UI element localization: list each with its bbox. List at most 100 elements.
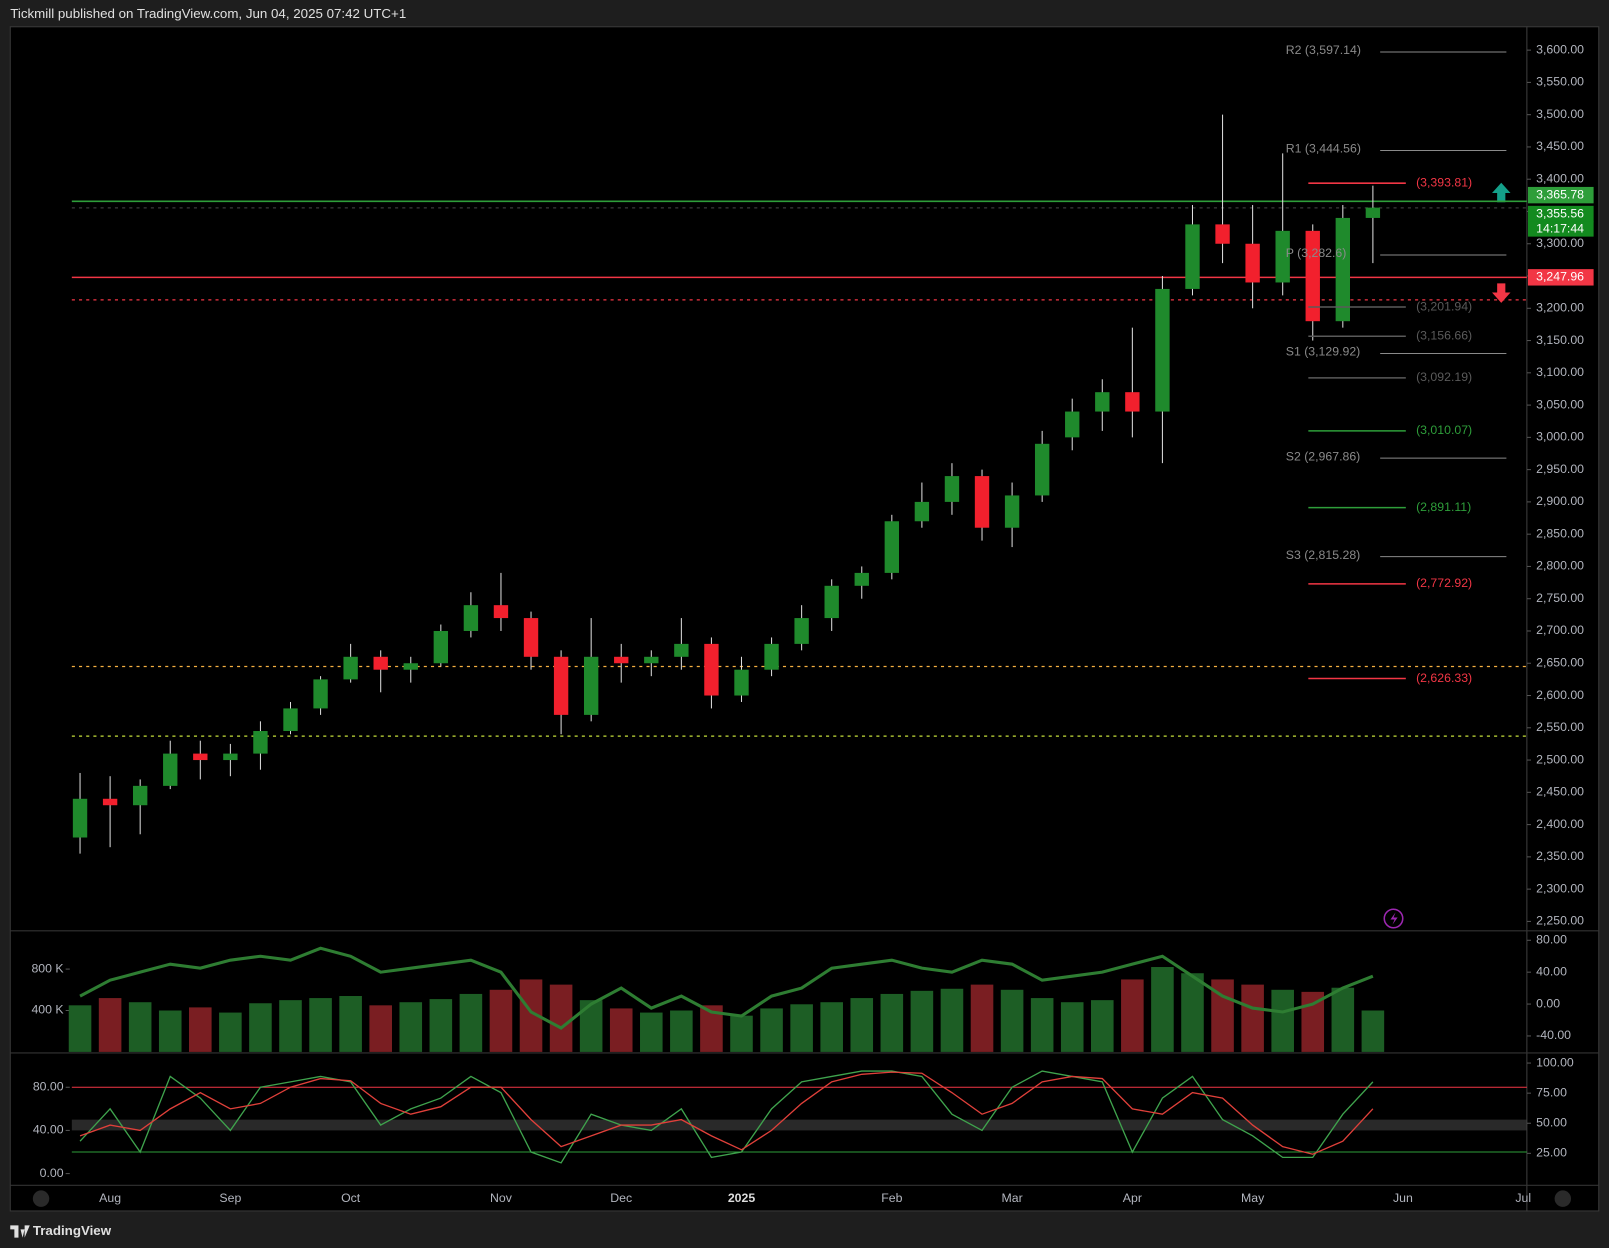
- candle-body: [1095, 392, 1110, 412]
- logo: TradingView: [10, 1223, 112, 1238]
- candle-body: [1004, 495, 1020, 528]
- volume-bar: [1181, 973, 1204, 1052]
- y-tick-label: 80.00: [33, 1080, 64, 1094]
- countdown-tag: [1527, 221, 1594, 237]
- y-tick-label: 2,300.00: [1536, 881, 1584, 895]
- pivot-label: P (3,282.6): [1286, 246, 1347, 260]
- volume-bar: [339, 996, 362, 1052]
- volume-bar: [399, 1002, 423, 1052]
- volume-bar: [850, 998, 874, 1052]
- volume-bar: [1121, 979, 1144, 1052]
- y2-tick-label: 25.00: [1536, 1146, 1567, 1160]
- volume-bar: [790, 1004, 813, 1052]
- candle-body: [433, 630, 449, 664]
- price-tag-label: 3,355.56: [1536, 206, 1584, 220]
- logo-mark: [10, 1225, 30, 1238]
- series-line: [79, 1071, 1374, 1155]
- y-tick-label: 2,850.00: [1536, 526, 1584, 540]
- volume-bar: [1361, 1010, 1385, 1052]
- y-tick-label: 2,250.00: [1536, 914, 1584, 928]
- y-tick-label: 3,050.00: [1536, 397, 1584, 411]
- candle-body: [914, 501, 930, 522]
- x-tick-label: Aug: [99, 1191, 121, 1205]
- price-tag: [1527, 269, 1594, 286]
- x-tick-label: Jun: [1393, 1191, 1413, 1205]
- y-tick-label: 3,500.00: [1536, 107, 1584, 121]
- volume-bar: [279, 1000, 302, 1052]
- volume-bar: [309, 998, 332, 1052]
- candle-body: [1275, 230, 1290, 283]
- y-tick-label: 3,550.00: [1536, 75, 1584, 89]
- level-label: (3,010.07): [1416, 423, 1472, 437]
- series-line: [79, 1070, 1374, 1164]
- y-tick-label: 3,300.00: [1536, 236, 1584, 250]
- alert-icon[interactable]: [1383, 908, 1404, 929]
- volume-bar: [640, 1012, 663, 1052]
- footer-brand: TradingView: [33, 1223, 112, 1238]
- volume-bar: [820, 1002, 843, 1052]
- candle-body: [794, 618, 809, 644]
- candle-body: [132, 785, 148, 806]
- volume-bar: [369, 1005, 392, 1052]
- alert-bolt: [1390, 912, 1398, 925]
- zoom-button[interactable]: [32, 1190, 50, 1207]
- auto-scale-button[interactable]: [1554, 1190, 1572, 1207]
- candle-body: [764, 643, 779, 670]
- y-tick-label: 0.00: [40, 1166, 64, 1180]
- y-tick-label: 2,600.00: [1536, 688, 1584, 702]
- y-tick-label: 2,400.00: [1536, 817, 1584, 831]
- y-tick-label: 3,400.00: [1536, 171, 1584, 185]
- volume-bar: [549, 984, 573, 1052]
- volume-bar: [1030, 998, 1054, 1052]
- volume-bar: [489, 989, 513, 1052]
- x-tick-label: Oct: [341, 1191, 361, 1205]
- y2-tick-label: 50.00: [1536, 1115, 1567, 1129]
- y-tick-label: 2,550.00: [1536, 720, 1584, 734]
- y-tick-label: 2,700.00: [1536, 623, 1584, 637]
- candle-body: [553, 656, 569, 715]
- candle-body: [343, 656, 358, 680]
- up-arrow-icon: [1492, 182, 1511, 203]
- candle-body: [1155, 288, 1170, 412]
- candle-body: [283, 708, 298, 732]
- volume-bar: [189, 1007, 212, 1052]
- candle-body: [1335, 217, 1351, 322]
- candle-body: [854, 572, 869, 586]
- level-label: (3,393.81): [1416, 175, 1472, 189]
- volume-bar: [940, 988, 964, 1052]
- price-tag: [1527, 186, 1594, 204]
- candle-body: [674, 643, 689, 657]
- volume-bar: [970, 984, 994, 1052]
- x-tick-label: Feb: [881, 1191, 902, 1205]
- level-label: (3,201.94): [1416, 299, 1472, 313]
- pivot-label: R2 (3,597.14): [1286, 43, 1361, 57]
- price-tag-label: 3,365.78: [1536, 187, 1584, 201]
- candle-body: [884, 521, 900, 573]
- volume-bar: [68, 1005, 92, 1052]
- level-label: (3,092.19): [1416, 370, 1472, 384]
- candle-body: [463, 605, 479, 631]
- candle-body: [493, 605, 509, 619]
- candle-body: [523, 618, 539, 657]
- volume-bar: [128, 1002, 152, 1052]
- volume-bar: [1241, 984, 1264, 1052]
- header: Tickmill published on TradingView.com, J…: [10, 6, 406, 21]
- candle-body: [193, 753, 208, 761]
- volume-bar: [429, 999, 453, 1052]
- x-tick-label: Dec: [610, 1191, 632, 1205]
- y-tick-label: 3,000.00: [1536, 430, 1584, 444]
- volume-bar: [459, 993, 483, 1052]
- candle-body: [734, 669, 749, 696]
- volume-bar: [1271, 989, 1294, 1052]
- y2-tick-label: 0.00: [1536, 996, 1560, 1010]
- pivot-label: R1 (3,444.56): [1286, 142, 1361, 156]
- volume-bar: [760, 1008, 783, 1052]
- volume-bar: [158, 1010, 182, 1052]
- x-tick-label: 2025: [728, 1191, 756, 1205]
- volume-bar: [1151, 967, 1174, 1052]
- candle-body: [253, 731, 268, 754]
- y-tick-label: 3,450.00: [1536, 139, 1584, 153]
- candle-body: [1245, 243, 1260, 283]
- candle-body: [974, 476, 990, 528]
